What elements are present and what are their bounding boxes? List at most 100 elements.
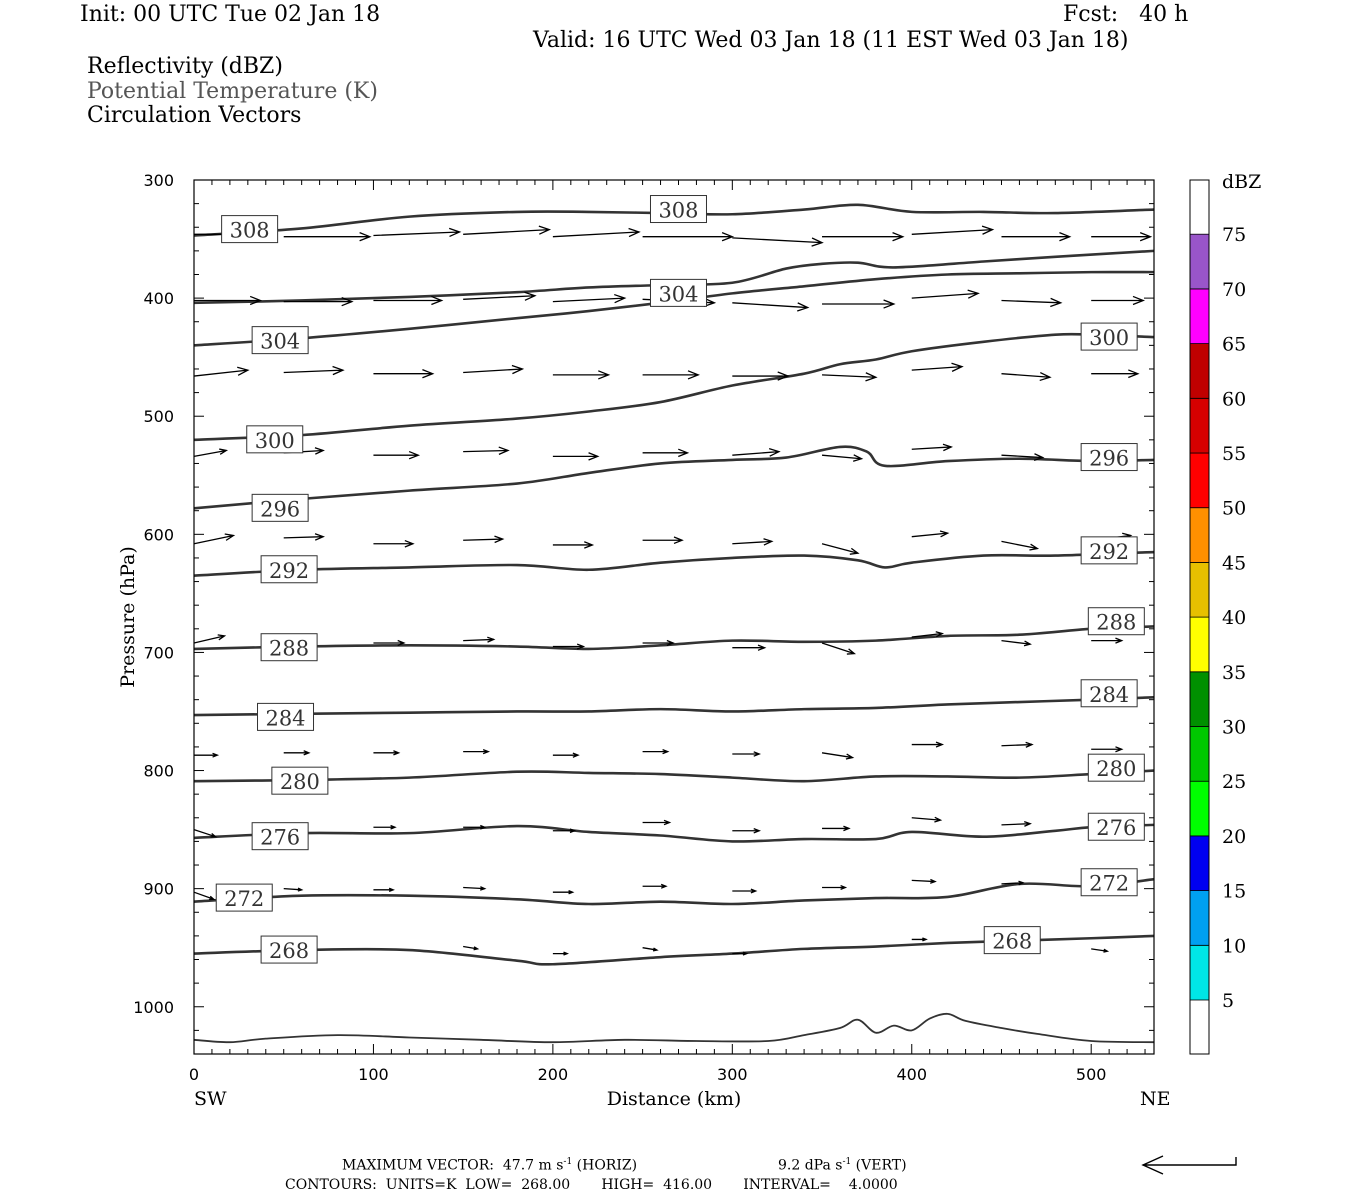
colorbar-tick-label: 75	[1222, 224, 1246, 246]
y-tick-label: 700	[143, 643, 174, 662]
init-time: Init: 00 UTC Tue 02 Jan 18	[80, 2, 381, 27]
contour-label-text: 288	[269, 637, 309, 661]
y-tick-label: 800	[143, 762, 174, 781]
colorbar-tick-label: 35	[1222, 662, 1246, 684]
contour-label-text: 296	[1089, 447, 1129, 471]
contour-label: 280	[271, 766, 329, 795]
circulation-vector	[1091, 295, 1145, 306]
circulation-vector	[552, 227, 641, 238]
circulation-vector	[911, 443, 953, 452]
circulation-vector	[552, 293, 627, 304]
circulation-vector	[911, 362, 964, 372]
circulation-vector	[642, 370, 700, 380]
circulation-vector	[732, 827, 761, 834]
contour-label-text: 288	[1096, 611, 1136, 635]
contour-label-text: 276	[1096, 816, 1136, 840]
circulation-vector	[283, 232, 372, 242]
x-axis-title: Distance (km)	[607, 1088, 742, 1110]
circulation-vector	[463, 364, 525, 375]
circulation-vector	[732, 644, 767, 651]
circulation-vector	[283, 533, 325, 541]
y-tick-label: 500	[143, 407, 174, 426]
colorbar-tick-label: 55	[1222, 443, 1246, 465]
circulation-vector	[373, 295, 444, 306]
circulation-vector	[552, 828, 577, 834]
circulation-vector	[911, 530, 950, 538]
circulation-vector	[283, 296, 354, 307]
y-axis-title: Pressure (hPa)	[117, 546, 139, 688]
contour-label-text: 284	[265, 706, 305, 730]
circulation-vector	[193, 891, 216, 901]
colorbar-tick-label: 10	[1222, 935, 1246, 957]
reference-vector-arrow	[1141, 1155, 1237, 1175]
contour-label: 288	[260, 633, 318, 662]
circulation-vector	[642, 536, 684, 545]
colorbar-tick-label: 65	[1222, 334, 1246, 356]
circulation-vector	[822, 884, 848, 890]
circulation-vector	[552, 452, 600, 461]
contour-label-text: 272	[224, 887, 264, 911]
circulation-vector	[642, 639, 675, 647]
contour-label-text: 276	[260, 826, 300, 850]
circulation-vector	[1001, 639, 1032, 647]
contour-label-box	[1080, 679, 1138, 708]
field-potential-temperature: Potential Temperature (K)	[87, 79, 378, 104]
circulation-vector	[1091, 746, 1124, 753]
circulation-vector	[1091, 232, 1153, 242]
reference-vector	[1141, 1155, 1237, 1175]
theta-contour	[193, 823, 1155, 843]
contour-label-text: 280	[1096, 757, 1136, 781]
contour-label: 292	[260, 555, 318, 584]
contour-label: 280	[1087, 753, 1145, 782]
contour-label-box	[1080, 536, 1138, 565]
contour-label: 284	[257, 702, 315, 731]
y-tick-label: 900	[143, 880, 174, 899]
circulation-vector	[1001, 540, 1040, 551]
circulation-vector	[1091, 948, 1110, 953]
contour-label-box	[251, 326, 309, 355]
circulation-vector	[732, 751, 762, 757]
circulation-vector	[552, 951, 569, 956]
colorbar-swatch	[1189, 343, 1210, 399]
circulation-vector	[732, 447, 781, 457]
contour-label-text: 268	[269, 939, 309, 963]
colorbar-swatch	[1189, 671, 1210, 727]
circulation-vector	[193, 448, 229, 458]
y-tick-label: 600	[143, 525, 174, 544]
circulation-vector	[463, 446, 510, 455]
contour-label-text: 284	[1089, 683, 1129, 707]
y-tick-labels: 300 400 500 600 700 800 900 1000	[133, 171, 174, 1017]
x-tick-label: 400	[896, 1065, 927, 1084]
circulation-vector	[373, 639, 406, 647]
circulation-vector	[911, 631, 945, 638]
x-tick-label: 200	[538, 1065, 569, 1084]
circulation-vector	[373, 539, 415, 548]
circulation-vector	[1001, 880, 1025, 886]
circulation-vector	[194, 295, 263, 306]
contour-label: 300	[1080, 322, 1138, 351]
max-vector-vert: 9.2 dPa s-1 (VERT)	[778, 1157, 907, 1174]
x-tick-labels: 0 100 200 300 400 500	[189, 1065, 1107, 1084]
contour-label-box	[221, 215, 279, 244]
contour-labels: 308 308 304 304 300 300 296 296 292 292 288 288 284 2…	[215, 195, 1145, 964]
circulation-vector	[373, 750, 401, 756]
circulation-vector	[821, 642, 857, 655]
circulation-vector	[193, 533, 236, 545]
theta-contour	[193, 1012, 1155, 1044]
circulation-vector	[1001, 820, 1032, 827]
colorbar-swatch	[1189, 452, 1210, 509]
circulation-vector	[732, 951, 749, 956]
x-tick-label: 300	[717, 1065, 748, 1084]
x-end-label-sw: SW	[194, 1088, 227, 1110]
contour-label: 288	[1087, 607, 1145, 636]
colorbar-tick-label: 40	[1222, 607, 1246, 629]
theta-contour	[193, 625, 1155, 651]
colorbar-tick-label: 50	[1222, 498, 1246, 520]
contour-label: 284	[1080, 679, 1138, 708]
circulation-vector	[1091, 637, 1124, 644]
contour-label: 268	[260, 935, 318, 964]
contour-label-box	[1087, 812, 1145, 841]
circulation-vector	[373, 887, 395, 893]
circulation-vector	[822, 372, 878, 382]
